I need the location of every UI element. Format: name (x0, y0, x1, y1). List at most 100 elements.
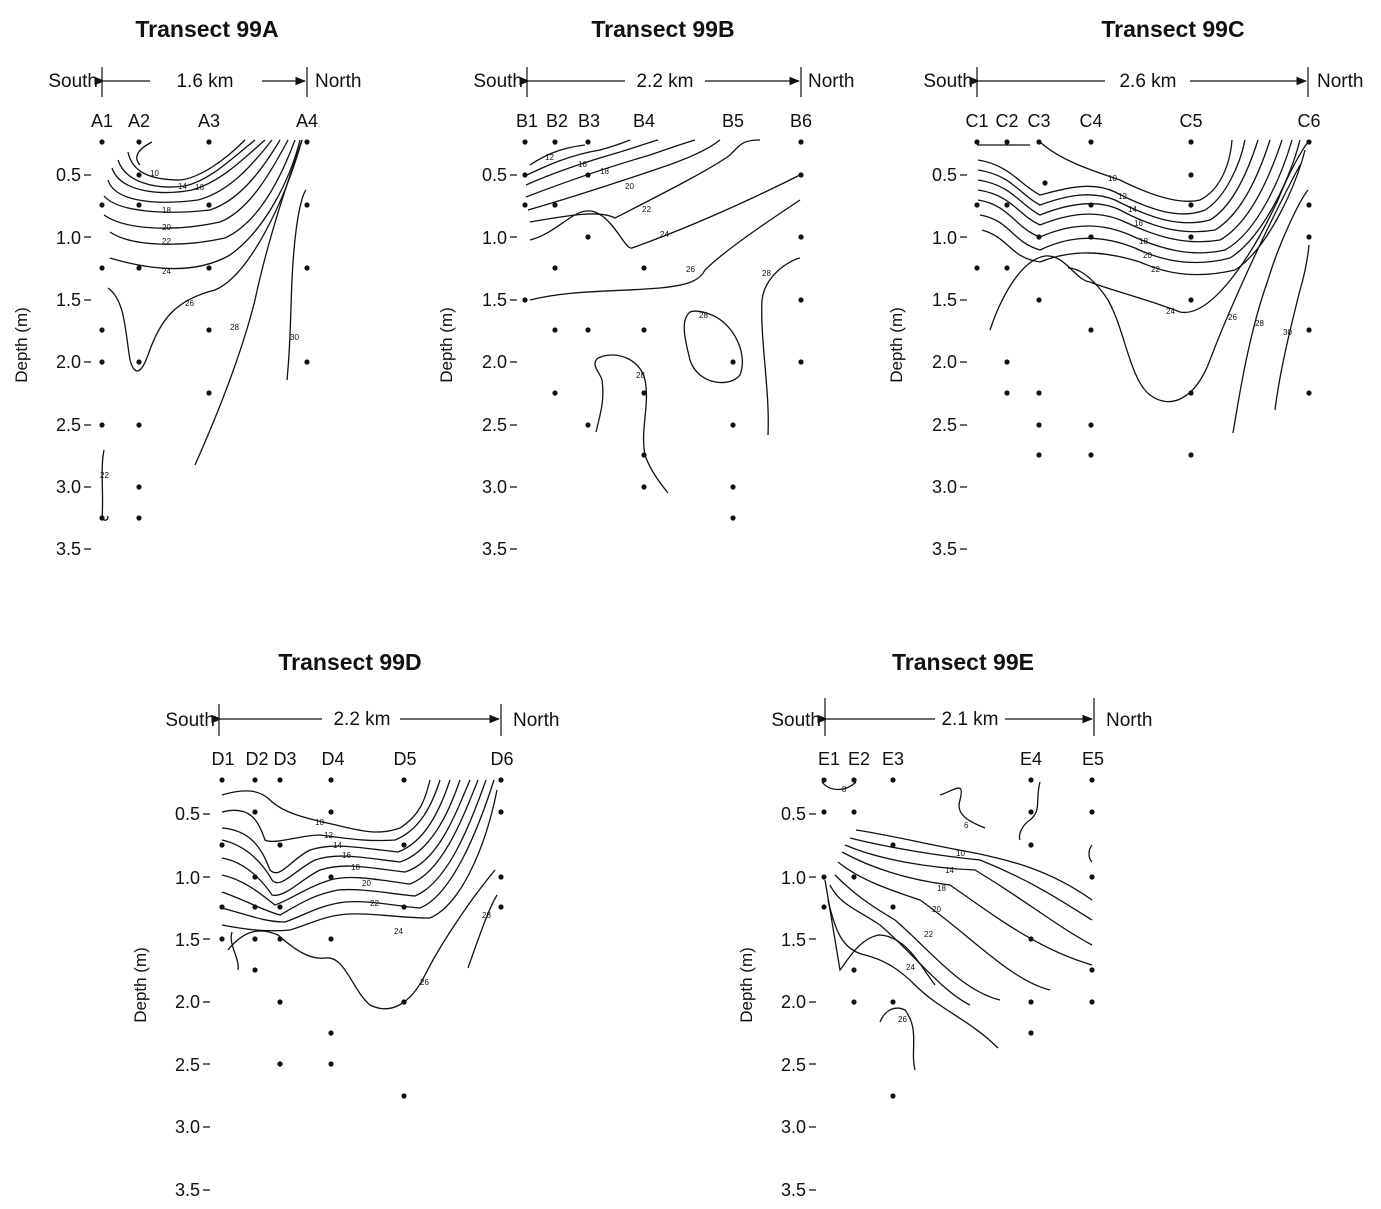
contour-label: 14 (333, 841, 342, 850)
depth-tick-label: 0.5 (175, 804, 200, 824)
panel-title: Transect 99E (892, 649, 1034, 675)
depth-tick-label: 1.5 (932, 290, 957, 310)
contour-label: 14 (178, 182, 187, 191)
contour-label: 20 (362, 879, 371, 888)
contour-label: 22 (162, 237, 171, 246)
depth-ticks (809, 813, 816, 1191)
station-label: A4 (296, 111, 318, 131)
depth-axis: 0.5 1.0 1.5 2.0 2.5 3.0 3.5 Depth (m) (737, 804, 816, 1200)
panel-title: Transect 99D (278, 649, 421, 675)
contour-label: 10 (956, 849, 965, 858)
depth-axis: 0.5 1.0 1.5 2.0 2.5 3.0 3.5 Depth (m) (131, 804, 210, 1200)
contour-label: 28 (482, 911, 491, 920)
depth-tick-label: 2.5 (175, 1055, 200, 1075)
station-label: D5 (393, 749, 416, 769)
depth-tick-label: 0.5 (56, 165, 81, 185)
station-label: A1 (91, 111, 113, 131)
contour-label: 30 (1283, 328, 1292, 337)
contour-label: 20 (625, 182, 634, 191)
north-label: North (513, 710, 559, 731)
contour-label: 28 (762, 269, 771, 278)
contour-label: 12 (1118, 192, 1127, 201)
contour-label: 28 (1255, 319, 1264, 328)
station-label: A3 (198, 111, 220, 131)
distance-label: 1.6 km (176, 71, 233, 92)
contour-label: 22 (924, 930, 933, 939)
depth-tick-label: 3.0 (175, 1117, 200, 1137)
contour-label: 10 (150, 169, 159, 178)
isopleth-contours: 10 12 14 16 18 20 22 24 26 28 30 (977, 139, 1310, 434)
contour-label: 14 (1128, 205, 1137, 214)
depth-tick-label: 2.0 (175, 992, 200, 1012)
isopleth-contours: 10 14 16 18 20 22 24 26 28 30 22 (100, 139, 307, 521)
station-label: E5 (1082, 749, 1104, 769)
station-label: D6 (490, 749, 513, 769)
panel-transect-99b: Transect 99B South 2.2 km North B1 B2 B3… (437, 16, 854, 559)
station-labels: E1 E2 E3 E4 E5 (818, 749, 1104, 769)
contour-label: 26 (898, 1015, 907, 1024)
station-label: B2 (546, 111, 568, 131)
contour-label: 28 (230, 323, 239, 332)
isopleth-contours: 8 6 10 14 18 20 22 24 26 (821, 781, 1093, 1071)
north-label: North (1106, 710, 1152, 731)
isopleth-contours: 10 12 14 16 18 20 22 24 26 28 (221, 779, 498, 1010)
depth-tick-label: 2.0 (482, 352, 507, 372)
contour-label: 10 (1108, 174, 1117, 183)
contour-label: 18 (1139, 237, 1148, 246)
transect-header: South 1.6 km North (48, 67, 361, 97)
contour-label: 24 (162, 267, 171, 276)
depth-ticks (510, 174, 517, 550)
station-label: D1 (211, 749, 234, 769)
depth-tick-label: 2.5 (482, 415, 507, 435)
sample-points (522, 139, 804, 521)
station-label: C6 (1297, 111, 1320, 131)
station-label: E2 (848, 749, 870, 769)
south-label: South (48, 71, 98, 92)
depth-axis: 0.5 1.0 1.5 2.0 2.5 3.0 3.5 Depth (m) (437, 165, 517, 559)
distance-label: 2.1 km (941, 709, 998, 730)
depth-tick-label: 0.5 (781, 804, 806, 824)
contour-label: 18 (600, 167, 609, 176)
south-label: South (473, 71, 523, 92)
north-label: North (1317, 71, 1363, 92)
contour-label: 20 (932, 905, 941, 914)
contour-label: 24 (660, 230, 669, 239)
contour-label: 12 (545, 153, 554, 162)
station-label: C4 (1079, 111, 1102, 131)
depth-tick-label: 3.0 (56, 477, 81, 497)
contour-label: 8 (842, 785, 847, 794)
contour-label: 16 (342, 851, 351, 860)
depth-tick-label: 3.0 (781, 1117, 806, 1137)
panel-transect-99a: Transect 99A South 1.6 km North A1 A2 A3… (12, 16, 361, 559)
station-label: B1 (516, 111, 538, 131)
station-label: C1 (965, 111, 988, 131)
contour-label: 20 (1143, 251, 1152, 260)
depth-ticks (203, 813, 210, 1191)
transect-header: South 2.1 km North (771, 698, 1152, 736)
north-label: North (315, 71, 361, 92)
depth-tick-label: 2.0 (56, 352, 81, 372)
panel-transect-99d: Transect 99D South 2.2 km North D1 D2 D3… (131, 649, 559, 1200)
contour-label: 26 (1228, 313, 1237, 322)
distance-label: 2.2 km (333, 709, 390, 730)
depth-tick-label: 2.5 (932, 415, 957, 435)
panel-transect-99e: Transect 99E South 2.1 km North E1 E2 E3… (737, 649, 1152, 1200)
station-label: B5 (722, 111, 744, 131)
contour-label: 16 (578, 160, 587, 169)
station-label: B4 (633, 111, 655, 131)
station-label: D3 (273, 749, 296, 769)
sample-points (821, 777, 1095, 1099)
station-label: D4 (321, 749, 344, 769)
contour-label: 16 (195, 183, 204, 192)
contour-label: 16 (1134, 219, 1143, 228)
depth-tick-label: 1.0 (175, 868, 200, 888)
contour-label: 30 (290, 333, 299, 342)
depth-tick-label: 3.5 (482, 539, 507, 559)
contour-label: 20 (162, 223, 171, 232)
panel-title: Transect 99B (591, 16, 734, 42)
panel-title: Transect 99C (1101, 16, 1244, 42)
station-labels: C1 C2 C3 C4 C5 C6 (965, 111, 1320, 131)
contour-label: 18 (937, 884, 946, 893)
station-label: D2 (245, 749, 268, 769)
